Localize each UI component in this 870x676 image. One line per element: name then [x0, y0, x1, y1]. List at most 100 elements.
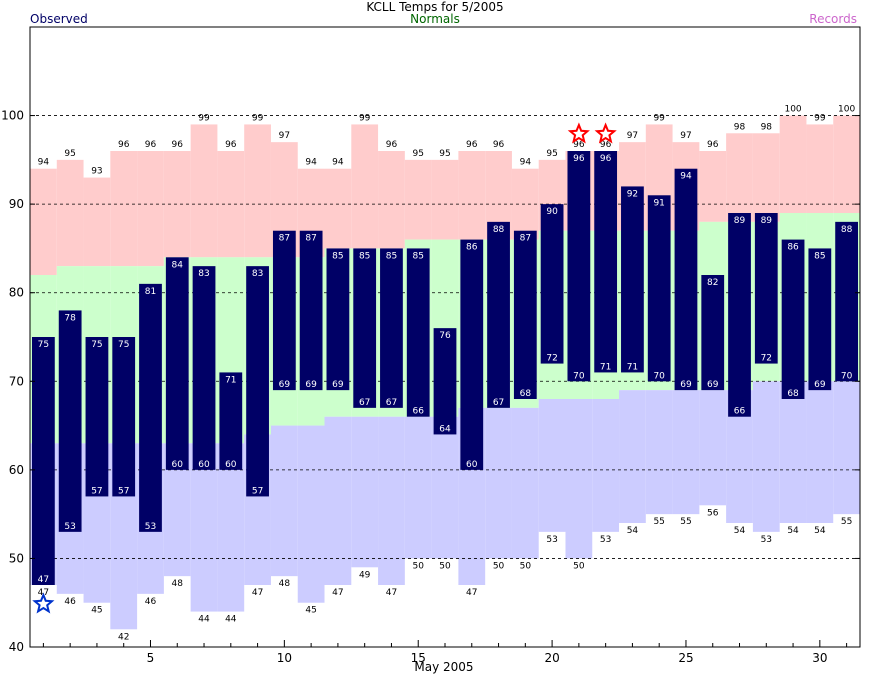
- observed-low-label: 70: [653, 371, 665, 381]
- record-low-band: [672, 390, 700, 515]
- record-low-band: [378, 416, 405, 585]
- observed-high-label: 75: [38, 340, 49, 350]
- observed-bar: [272, 230, 296, 391]
- record-high-star-icon: [567, 122, 590, 144]
- observed-low-label: 69: [680, 380, 692, 390]
- observed-bar: [567, 151, 591, 382]
- x-tick-label: 5: [147, 651, 155, 665]
- record-high-band: [833, 115, 860, 213]
- observed-high-label: 84: [172, 260, 184, 270]
- record-low-band: [190, 443, 218, 612]
- x-tick-label: 30: [812, 651, 827, 665]
- record-low-star-icon: [32, 592, 55, 614]
- observed-low-label: 69: [707, 380, 719, 390]
- observed-high-label: 96: [600, 154, 612, 164]
- labels-layer: 75 47 94 47 78 53 95 46 75 57 93 45 75 57 96 42 81 53 96 46…: [38, 105, 856, 643]
- record-low-label: 54: [787, 526, 799, 536]
- record-low-label: 54: [734, 526, 746, 536]
- observed-low-label: 67: [386, 398, 397, 408]
- observed-low-label: 57: [91, 486, 102, 496]
- observed-high-label: 85: [814, 251, 825, 261]
- observed-bar: [380, 248, 403, 408]
- record-low-label: 47: [332, 588, 343, 598]
- observed-high-label: 78: [64, 313, 76, 323]
- record-low-label: 55: [680, 517, 691, 527]
- record-low-label: 55: [653, 517, 664, 527]
- record-high-band: [726, 133, 753, 222]
- record-low-band: [806, 381, 834, 523]
- observed-low-label: 57: [118, 486, 129, 496]
- record-low-label: 53: [761, 535, 772, 545]
- record-high-band: [110, 151, 138, 267]
- record-high-label: 96: [493, 140, 505, 150]
- observed-bar: [85, 337, 109, 497]
- observed-bar: [433, 328, 457, 435]
- record-low-label: 45: [305, 606, 316, 616]
- observed-high-label: 86: [787, 243, 799, 253]
- observed-high-label: 89: [734, 216, 746, 226]
- observed-low-label: 67: [493, 398, 504, 408]
- observed-low-label: 72: [546, 354, 557, 364]
- y-tick-label: 40: [9, 640, 24, 654]
- record-low-label: 44: [225, 615, 237, 625]
- record-high-label: 95: [546, 149, 557, 159]
- record-low-label: 50: [520, 561, 532, 571]
- y-tick-label: 100: [1, 109, 24, 123]
- observed-bar: [621, 186, 644, 373]
- observed-high-label: 75: [91, 340, 102, 350]
- record-low-band: [270, 425, 298, 577]
- observed-low-label: 64: [439, 424, 451, 434]
- observed-high-label: 83: [252, 269, 263, 279]
- record-high-label: 98: [734, 122, 746, 132]
- y-tick-label: 90: [9, 197, 24, 211]
- observed-bar: [406, 248, 430, 417]
- bars-layer: [32, 151, 858, 585]
- y-tick-label: 80: [9, 286, 24, 300]
- observed-high-label: 86: [466, 243, 478, 253]
- record-low-band: [699, 390, 727, 506]
- observed-bar: [728, 213, 751, 417]
- observed-low-label: 53: [64, 522, 75, 532]
- observed-low-label: 60: [198, 460, 210, 470]
- record-high-label: 98: [761, 122, 773, 132]
- observed-high-label: 85: [386, 251, 397, 261]
- observed-bar: [754, 213, 778, 364]
- observed-high-label: 82: [707, 278, 718, 288]
- record-high-label: 96: [172, 140, 184, 150]
- record-low-band: [404, 416, 432, 559]
- observed-bar: [219, 372, 243, 470]
- record-low-label: 48: [279, 579, 291, 589]
- record-high-label: 97: [627, 131, 638, 141]
- record-high-band: [56, 159, 84, 267]
- record-low-label: 46: [64, 597, 76, 607]
- axes-layer: 40 50 60 70 80 90 100 5 10 15 20 25 30: [1, 109, 860, 665]
- observed-bar: [353, 248, 377, 408]
- record-high-label: 95: [64, 149, 75, 159]
- x-tick-label: 15: [411, 651, 426, 665]
- record-high-label: 99: [814, 113, 826, 123]
- observed-bar: [594, 151, 618, 373]
- record-high-label: 96: [145, 140, 157, 150]
- observed-high-label: 83: [198, 269, 209, 279]
- observed-high-label: 71: [225, 375, 236, 385]
- record-low-label: 45: [91, 606, 102, 616]
- observed-high-label: 87: [520, 234, 531, 244]
- observed-bar: [781, 239, 805, 399]
- observed-bar: [246, 266, 269, 497]
- observed-low-label: 47: [38, 575, 49, 585]
- record-high-label: 99: [198, 113, 210, 123]
- record-low-band: [833, 381, 860, 515]
- record-low-label: 47: [252, 588, 263, 598]
- record-low-band: [297, 425, 325, 603]
- observed-high-label: 92: [627, 189, 638, 199]
- observed-high-label: 90: [546, 207, 558, 217]
- observed-low-label: 60: [225, 460, 237, 470]
- record-high-label: 99: [653, 113, 665, 123]
- observed-bar: [192, 266, 216, 470]
- record-high-label: 96: [386, 140, 398, 150]
- record-low-band: [592, 399, 620, 532]
- observed-bar: [513, 230, 537, 399]
- observed-bar: [112, 337, 136, 497]
- x-tick-label: 20: [544, 651, 559, 665]
- observed-high-label: 87: [279, 234, 290, 244]
